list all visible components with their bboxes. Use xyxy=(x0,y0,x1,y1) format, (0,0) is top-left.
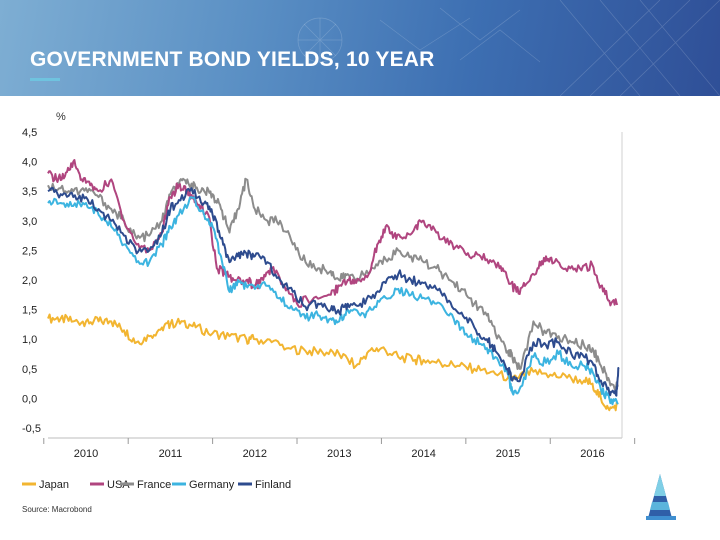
x-tick-label: 2010 xyxy=(74,448,98,460)
y-tick-label: 4,0 xyxy=(22,157,37,169)
x-tick-label: 2012 xyxy=(243,448,267,460)
x-tick-label: 2013 xyxy=(327,448,351,460)
legend-label-france: France xyxy=(137,479,171,491)
y-tick-label: 2,0 xyxy=(22,275,37,287)
source-note: Source: Macrobond xyxy=(22,505,92,514)
y-tick-label: 1,0 xyxy=(22,334,37,346)
y-tick-label: -0,5 xyxy=(22,423,41,435)
series-line-germany xyxy=(47,196,619,406)
page-title: GOVERNMENT BOND YIELDS, 10 YEAR xyxy=(30,48,435,71)
y-axis-unit-label: % xyxy=(56,111,66,123)
series-line-finland xyxy=(47,186,620,397)
x-tick-label: 2015 xyxy=(496,448,520,460)
chart-axes: 4,5 4,0 3,5 3,0 2,5 2,0 1,5 1,0 0,5 0,0 -0,5 2010 20… xyxy=(22,127,636,460)
y-tick-label: 3,5 xyxy=(22,186,37,198)
legend-label-usa: USA xyxy=(107,479,130,491)
chart-legend: Japan USA France Germany Finland xyxy=(22,479,291,491)
x-tick-label: 2014 xyxy=(411,448,435,460)
title-underline xyxy=(30,78,60,81)
chart-series xyxy=(47,159,620,412)
series-line-japan xyxy=(47,313,619,412)
y-tick-label: 3,0 xyxy=(22,216,37,228)
y-tick-label: 0,5 xyxy=(22,364,37,376)
series-line-france xyxy=(47,177,619,391)
y-tick-label: 1,5 xyxy=(22,305,37,317)
legend-label-germany: Germany xyxy=(189,479,235,491)
legend-label-japan: Japan xyxy=(39,479,69,491)
x-tick-label: 2016 xyxy=(580,448,604,460)
y-tick-label: 2,5 xyxy=(22,245,37,257)
company-logo-icon xyxy=(646,474,676,520)
legend-label-finland: Finland xyxy=(255,479,291,491)
x-tick-label: 2011 xyxy=(159,448,183,460)
header-pattern-decoration xyxy=(297,0,720,96)
series-line-usa xyxy=(47,159,619,308)
y-tick-label: 0,0 xyxy=(22,393,37,405)
y-tick-label: 4,5 xyxy=(22,127,37,139)
header-banner: GOVERNMENT BOND YIELDS, 10 YEAR xyxy=(0,0,720,96)
